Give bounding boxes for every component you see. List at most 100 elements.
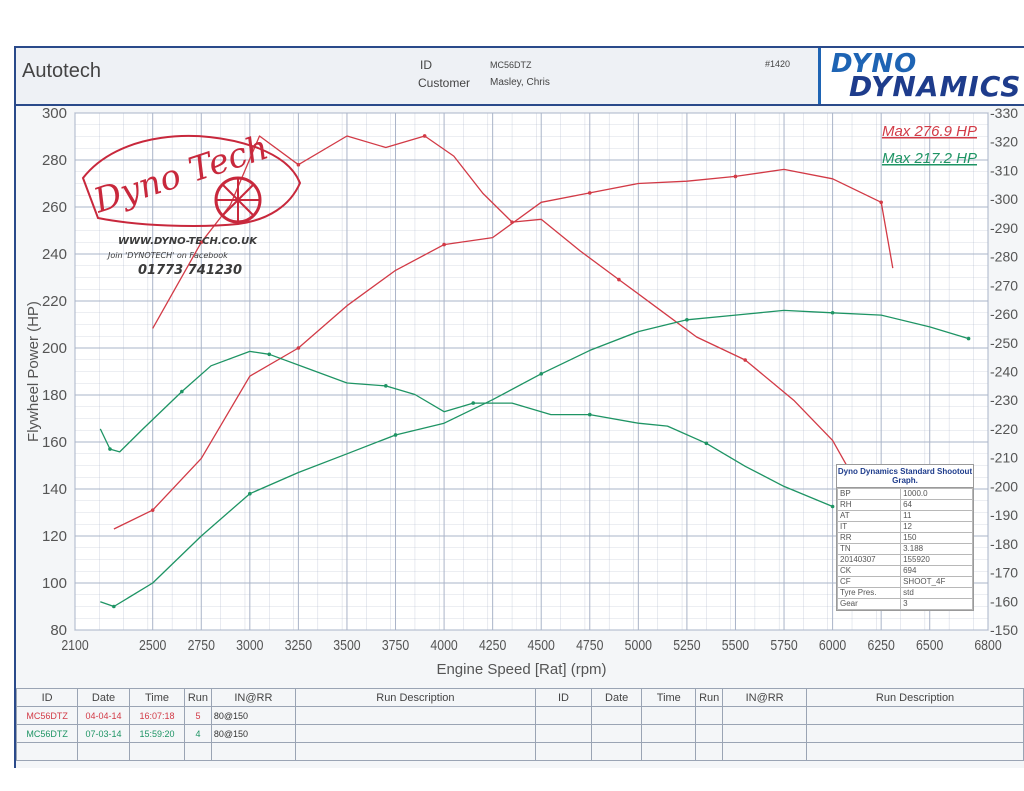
y2-tick-label: -270 — [990, 277, 1018, 293]
y-tick-label: 140 — [42, 481, 67, 498]
legend-value: std — [900, 587, 973, 599]
run-table-cell — [590, 742, 643, 761]
run-table-cell: 80@150 — [210, 706, 296, 725]
stamp-phone: 01773 741230 — [138, 263, 242, 278]
run-table-cell: 15:59:20 — [128, 724, 186, 743]
run-table-cell — [722, 742, 808, 761]
legend-title: Dyno Dynamics Standard Shootout Graph. — [837, 465, 973, 488]
x-tick-label: 6250 — [867, 637, 895, 653]
x-tick-label: 3750 — [382, 637, 410, 653]
series-line-red_power — [113, 168, 894, 530]
job-number: #1420 — [765, 59, 791, 69]
data-point — [617, 277, 621, 282]
y2-tick-label: -260 — [990, 306, 1018, 322]
legend-value: 64 — [900, 499, 973, 511]
y-tick-label: 280 — [42, 152, 67, 169]
legend-row: TN 3.188 — [836, 543, 973, 555]
legend-value: 1000.0 — [900, 488, 973, 500]
run-table: ID Date Time Run IN@RR Run Description ID Date T… — [15, 688, 1024, 764]
run-table-cell — [806, 706, 1024, 725]
y2-tick-label: -170 — [990, 565, 1018, 581]
legend-row: 20140307 155920 — [836, 554, 973, 566]
x-tick-label: 2100 — [61, 637, 89, 653]
run-table-cell — [695, 724, 724, 743]
run-table-cell: 80@150 — [210, 724, 296, 743]
y2-tick-label: -250 — [990, 335, 1018, 351]
y-tick-label: 200 — [42, 340, 67, 357]
y2-tick-label: -210 — [990, 450, 1018, 466]
run-table-row — [15, 742, 1024, 761]
run-table-cell — [534, 724, 593, 743]
x-tick-label: 2750 — [188, 637, 216, 653]
y-tick-label: 80 — [50, 622, 67, 639]
legend-row: CF SHOOT_4F — [836, 576, 973, 588]
data-point — [112, 604, 116, 609]
x-tick-label: 5750 — [770, 637, 798, 653]
y-tick-label: 300 — [42, 105, 67, 122]
y-tick-label: 220 — [42, 293, 67, 310]
y2-tick-label: -280 — [990, 249, 1018, 265]
run-table-cell — [641, 724, 697, 743]
data-point — [966, 336, 971, 341]
x-tick-label: 6000 — [819, 637, 847, 653]
data-point — [199, 240, 204, 245]
legend-key: 20140307 — [836, 554, 902, 566]
data-point — [384, 384, 388, 388]
legend-row: BP 1000.0 — [836, 488, 973, 500]
data-point — [879, 200, 883, 205]
x-tick-label: 3250 — [285, 637, 313, 653]
data-point — [108, 447, 112, 451]
x-tick-label: 5000 — [625, 637, 653, 653]
data-point — [830, 310, 835, 315]
series-line-green_torque — [99, 350, 833, 508]
id-label: ID — [420, 58, 432, 72]
x-tick-label: 4000 — [430, 637, 458, 653]
run-table-cell: 5 — [184, 706, 212, 725]
y2-tick-label: -180 — [990, 536, 1018, 552]
data-point — [296, 346, 301, 350]
x-tick-label: 5500 — [722, 637, 750, 653]
y-tick-label: 260 — [42, 199, 67, 216]
y-tick-label: 120 — [42, 528, 67, 545]
data-point — [685, 318, 689, 322]
x-axis-label: Engine Speed [Rat] (rpm) — [436, 661, 606, 678]
y2-tick-label: -190 — [990, 507, 1018, 523]
data-point — [267, 352, 272, 357]
run-table-header: IN@RR — [722, 688, 808, 707]
customer-value: Masley, Chris — [490, 77, 550, 88]
legend-key: TN — [836, 543, 902, 555]
legend-key: BP — [836, 488, 902, 500]
y-tick-label: 180 — [42, 387, 67, 404]
legend-key: IT — [836, 521, 902, 533]
y-tick-label: 100 — [42, 575, 67, 592]
data-point — [296, 162, 301, 167]
run-table-cell — [695, 706, 724, 725]
run-table-header: Time — [641, 688, 697, 707]
legend-value: 694 — [900, 565, 973, 577]
x-tick-label: 2500 — [139, 637, 167, 653]
run-table-cell: 16:07:18 — [128, 706, 186, 725]
logo-text-bottom: DYNAMICS — [849, 70, 1022, 103]
run-table-cell — [590, 724, 643, 743]
x-tick-label: 3000 — [236, 637, 264, 653]
data-point — [539, 372, 544, 376]
y2-tick-label: -220 — [990, 421, 1018, 437]
x-tick-label: 4250 — [479, 637, 507, 653]
stamp-website: WWW.DYNO-TECH.CO.UK — [118, 236, 258, 247]
legend-value: 3.188 — [900, 543, 973, 555]
series-line-green_power — [100, 309, 969, 608]
max-annotation: Max 276.9 HP — [882, 123, 977, 140]
legend-key: RH — [836, 499, 902, 511]
data-point — [510, 220, 514, 224]
data-point — [471, 401, 476, 405]
run-table-cell: 07-03-14 — [77, 724, 130, 743]
shootout-legend: Dyno Dynamics Standard Shootout Graph. B… — [836, 464, 974, 611]
data-point — [733, 174, 738, 179]
brand-title: Autotech — [22, 60, 101, 82]
data-point — [743, 358, 747, 362]
customer-label: Customer — [418, 76, 471, 90]
max-annotation: Max 217.2 HP — [882, 150, 977, 167]
data-point — [180, 389, 184, 394]
run-table-cell — [77, 742, 130, 761]
